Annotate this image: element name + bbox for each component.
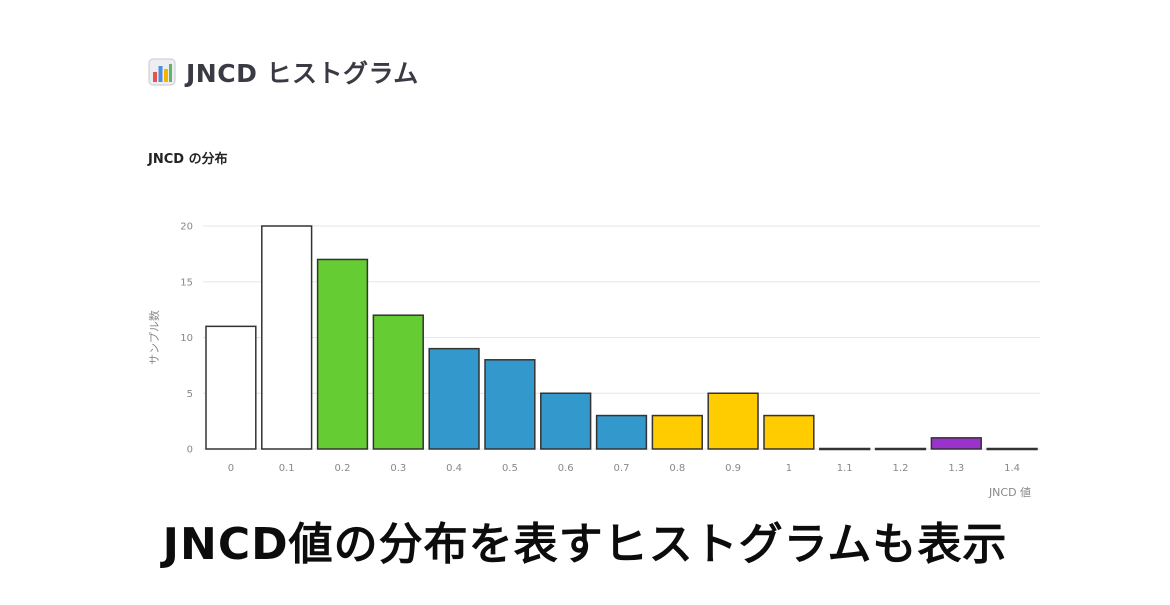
- histogram-bar: [763, 414, 815, 450]
- histogram-bar: [316, 258, 369, 450]
- histogram-bar: [707, 392, 759, 450]
- histogram-bar: [372, 314, 424, 450]
- y-tick-label: 15: [180, 277, 193, 288]
- x-tick-label: 0.3: [390, 463, 406, 474]
- y-tick-label: 20: [180, 222, 193, 233]
- bar-chart-icon: [148, 58, 176, 86]
- x-tick-label: 0.5: [502, 463, 518, 474]
- histogram-bar: [651, 414, 703, 450]
- x-tick-label: 0: [228, 463, 234, 474]
- x-tick-label: 1: [786, 463, 792, 474]
- histogram-bar: [261, 225, 313, 450]
- page-title: JNCD ヒストグラム: [186, 59, 419, 88]
- x-tick-label: 0.4: [446, 463, 462, 474]
- y-tick-label: 10: [180, 333, 193, 344]
- x-tick-label: 0.7: [614, 463, 630, 474]
- x-tick-label: 0.9: [725, 463, 741, 474]
- histogram-bar: [205, 325, 257, 450]
- x-tick-label: 1.4: [1004, 463, 1020, 474]
- y-axis-label: サンプル数: [148, 310, 161, 365]
- histogram-bar: [874, 447, 927, 451]
- x-tick-label: 0.8: [669, 463, 685, 474]
- x-tick-label: 1.1: [837, 463, 853, 474]
- x-axis-label: JNCD 値: [988, 486, 1031, 499]
- histogram-bar: [428, 347, 480, 450]
- histogram-bar: [986, 447, 1038, 451]
- histogram-bar: [819, 447, 871, 451]
- chart-title: JNCD の分布: [148, 152, 228, 167]
- histogram-bar: [595, 414, 648, 450]
- histogram-bar: [930, 437, 982, 450]
- x-tick-label: 0.1: [279, 463, 295, 474]
- page-header: JNCD ヒストグラム: [148, 54, 419, 90]
- histogram-bar: [484, 359, 536, 450]
- x-tick-label: 0.6: [558, 463, 574, 474]
- x-tick-label: 0.2: [335, 463, 351, 474]
- x-tick-label: 1.3: [948, 463, 964, 474]
- caption-text: JNCD値の分布を表すヒストグラムも表示: [162, 519, 1008, 570]
- histogram-bar: [540, 392, 592, 450]
- histogram-chart: 0 5 10 15 20 0 0.1 0.2 0.3 0.4 0.5 0.6 0.7 0.8 0.9 1 1.1…: [148, 222, 1040, 499]
- x-tick-label: 1.2: [893, 463, 909, 474]
- y-tick-label: 0: [187, 445, 193, 456]
- y-tick-label: 5: [187, 389, 193, 400]
